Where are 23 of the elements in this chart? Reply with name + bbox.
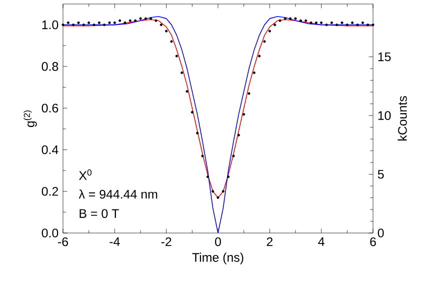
annotation: X$^{0}$ <box>78 169 92 180</box>
x-tick-label: -4 <box>110 237 120 246</box>
y-tick-label: 0.2 <box>42 186 58 196</box>
y2-tick-label: 10 <box>378 111 391 120</box>
y-tick-label: 1.0 <box>42 20 58 30</box>
x-tick-label: 6 <box>370 237 376 246</box>
x-tick-label: 0 <box>215 237 221 246</box>
annotation: B = 0 T <box>80 209 119 218</box>
x-tick-label: -2 <box>161 237 172 246</box>
x-axis-title: Time (ns) <box>192 252 244 264</box>
x-tick-label: 4 <box>318 237 324 246</box>
y2-tick-label: 15 <box>378 52 391 62</box>
annotation: λ = 944.44 nm <box>78 189 158 199</box>
y2-axis-title: kCounts <box>398 96 407 140</box>
y-tick-label: 0.6 <box>42 104 58 112</box>
y-axis-title: g$^{(2)}$ <box>24 110 37 128</box>
y-tick-label: 0.8 <box>42 62 58 71</box>
x-tick-label: -6 <box>58 237 68 246</box>
y2-tick-label: 0 <box>378 228 384 238</box>
y-tick-label: 0.4 <box>42 145 58 154</box>
y2-tick-label: 5 <box>378 170 384 179</box>
y-tick-label: 0.0 <box>42 228 58 238</box>
x-tick-label: 2 <box>266 237 273 246</box>
